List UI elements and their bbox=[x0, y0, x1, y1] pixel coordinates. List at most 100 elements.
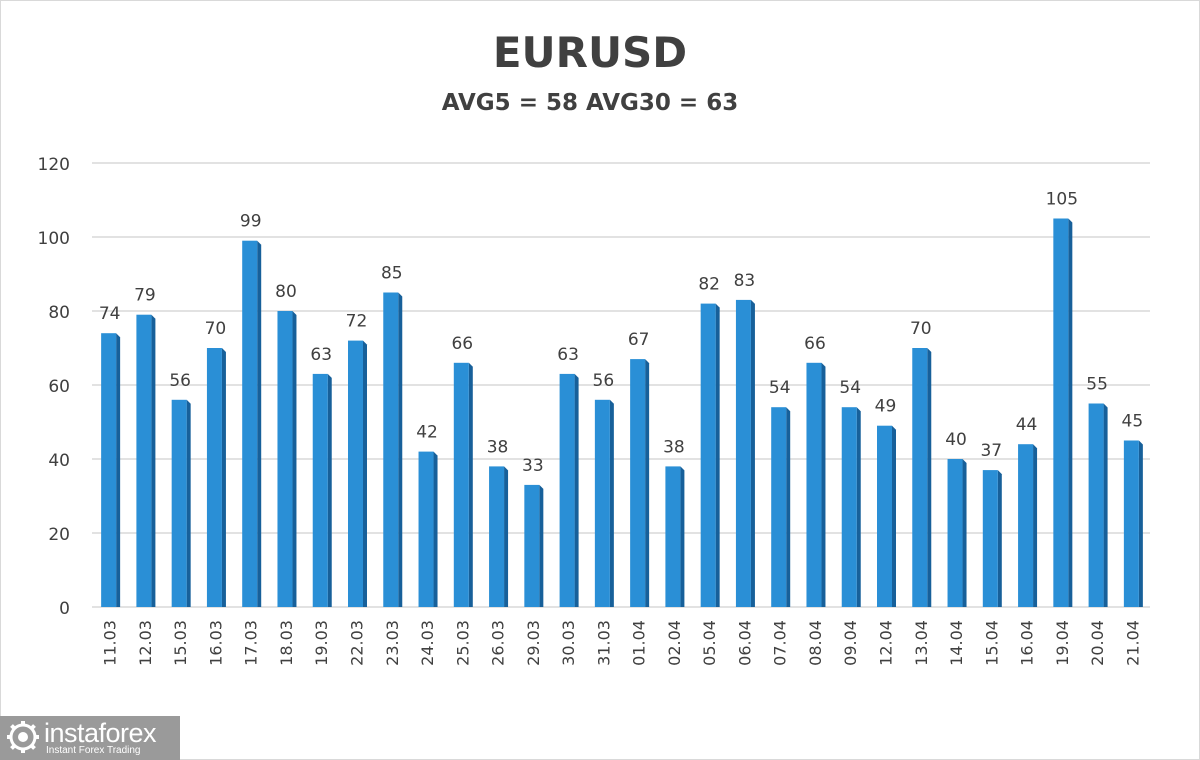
x-tick-label: 17.03 bbox=[242, 620, 261, 666]
data-label: 63 bbox=[557, 345, 579, 365]
gear-globe-icon bbox=[7, 721, 39, 753]
x-tick-label: 05.04 bbox=[700, 620, 719, 666]
x-tick-label: 23.03 bbox=[383, 620, 402, 666]
bar-side bbox=[151, 314, 156, 607]
bar-side bbox=[1033, 444, 1038, 607]
data-label: 38 bbox=[663, 437, 685, 457]
data-label: 72 bbox=[346, 312, 368, 332]
data-label: 74 bbox=[99, 304, 121, 324]
data-label: 33 bbox=[522, 456, 544, 476]
bar bbox=[841, 407, 857, 607]
bar bbox=[312, 373, 328, 607]
x-tick-label: 15.04 bbox=[982, 620, 1001, 666]
bar-side bbox=[363, 340, 367, 607]
brand-tagline: Instant Forex Trading bbox=[46, 745, 141, 756]
bar bbox=[1018, 444, 1034, 607]
x-tick-label: 15.03 bbox=[171, 620, 190, 666]
y-tick-label: 100 bbox=[38, 229, 70, 249]
bar bbox=[559, 373, 575, 607]
x-tick-label: 12.04 bbox=[877, 620, 896, 666]
bar bbox=[1088, 403, 1104, 607]
bar-side bbox=[398, 292, 403, 607]
x-tick-label: 29.03 bbox=[524, 620, 543, 666]
bar bbox=[101, 333, 117, 607]
data-label: 99 bbox=[240, 212, 262, 232]
bar-side bbox=[1068, 218, 1073, 607]
bar-side bbox=[609, 399, 614, 607]
bar-side bbox=[856, 407, 861, 607]
bar bbox=[771, 407, 787, 607]
bar-side bbox=[327, 373, 332, 607]
x-tick-label: 19.04 bbox=[1053, 620, 1072, 666]
x-tick-label: 25.03 bbox=[453, 620, 472, 666]
bar bbox=[1053, 218, 1069, 607]
bar-side bbox=[433, 451, 438, 607]
x-tick-label: 18.03 bbox=[277, 620, 296, 666]
bar bbox=[206, 348, 222, 607]
data-label: 66 bbox=[804, 334, 826, 354]
bar-side bbox=[186, 399, 191, 607]
bar-side bbox=[1138, 440, 1143, 607]
brand-name: instaforex bbox=[44, 718, 157, 748]
bar-side bbox=[786, 407, 791, 607]
x-tick-label: 16.04 bbox=[1018, 620, 1037, 666]
data-label: 55 bbox=[1086, 375, 1108, 395]
bar bbox=[735, 299, 751, 607]
data-label: 105 bbox=[1046, 190, 1078, 210]
bar bbox=[418, 451, 434, 607]
bar bbox=[912, 348, 928, 607]
bar bbox=[242, 240, 258, 607]
x-tick-label: 01.04 bbox=[630, 620, 649, 666]
x-tick-label: 20.04 bbox=[1088, 620, 1107, 666]
chart-title: EURUSD bbox=[492, 28, 688, 77]
y-tick-label: 20 bbox=[48, 525, 70, 545]
x-tick-label: 19.03 bbox=[312, 620, 331, 666]
data-label: 66 bbox=[451, 334, 473, 354]
bar bbox=[136, 314, 152, 607]
brand-logo: instaforex Instant Forex Trading bbox=[0, 716, 180, 760]
data-label: 37 bbox=[980, 441, 1002, 461]
data-label: 70 bbox=[205, 319, 227, 339]
y-tick-label: 0 bbox=[59, 599, 70, 619]
bar-side bbox=[997, 470, 1002, 607]
bar bbox=[665, 466, 681, 607]
data-label: 54 bbox=[839, 378, 861, 398]
data-label: 49 bbox=[875, 397, 897, 417]
y-tick-label: 60 bbox=[48, 377, 70, 397]
data-label: 38 bbox=[487, 437, 509, 457]
bar bbox=[700, 303, 716, 607]
bar-side bbox=[539, 484, 544, 607]
bar-side bbox=[574, 373, 579, 607]
data-label: 79 bbox=[134, 286, 156, 306]
bar bbox=[982, 470, 998, 607]
data-label: 56 bbox=[169, 371, 191, 391]
bar-side bbox=[715, 303, 720, 607]
bar-side bbox=[962, 459, 967, 607]
bar bbox=[383, 292, 399, 607]
bar bbox=[524, 484, 540, 607]
bar-side bbox=[504, 466, 509, 607]
bar bbox=[171, 399, 187, 607]
data-label: 67 bbox=[628, 330, 650, 350]
data-label: 44 bbox=[1016, 415, 1038, 435]
x-tick-label: 22.03 bbox=[348, 620, 367, 666]
x-tick-label: 07.04 bbox=[771, 620, 790, 666]
data-label: 80 bbox=[275, 282, 297, 302]
x-tick-label: 21.04 bbox=[1123, 620, 1142, 666]
chart-subtitle: AVG5 = 58 AVG30 = 63 bbox=[441, 90, 739, 116]
x-tick-label: 31.03 bbox=[594, 620, 613, 666]
data-label: 42 bbox=[416, 423, 438, 443]
data-label: 82 bbox=[698, 275, 720, 295]
bar-side bbox=[1103, 403, 1108, 607]
bar-side bbox=[680, 466, 685, 607]
x-tick-label: 30.03 bbox=[559, 620, 578, 666]
data-label: 85 bbox=[381, 264, 403, 284]
bar bbox=[453, 362, 469, 607]
x-tick-label: 12.03 bbox=[136, 620, 155, 666]
bar bbox=[348, 340, 363, 607]
bar bbox=[630, 359, 646, 607]
bar-side bbox=[821, 362, 826, 607]
x-tick-label: 26.03 bbox=[489, 620, 508, 666]
